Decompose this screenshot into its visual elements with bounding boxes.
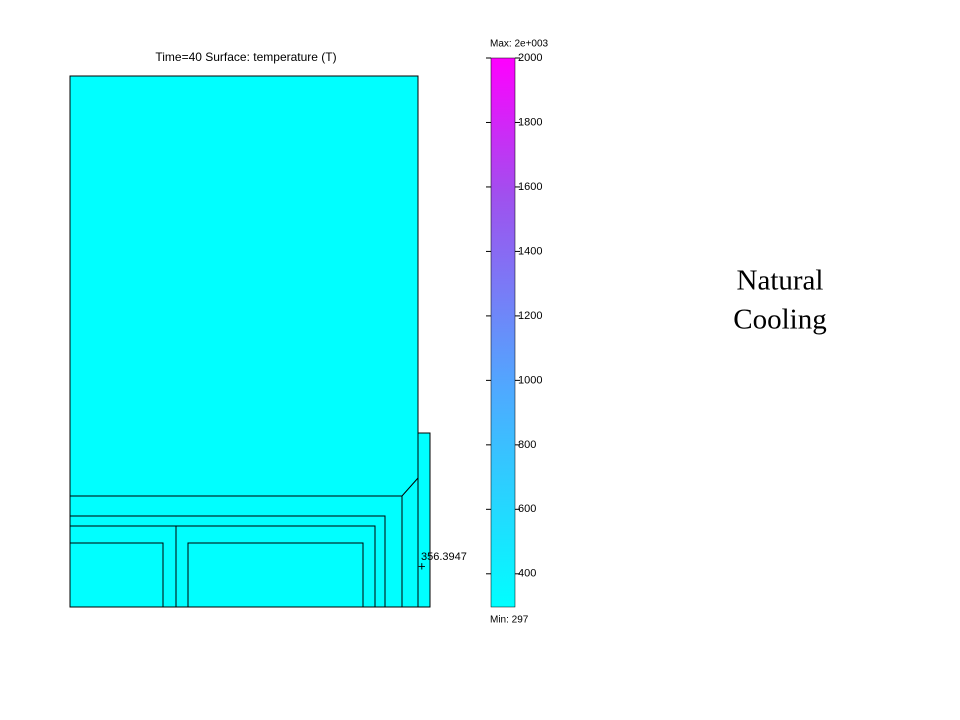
tick-label: 2000 xyxy=(518,52,542,64)
boundary xyxy=(70,525,376,607)
boundary xyxy=(70,542,164,607)
tick-label: 1600 xyxy=(518,181,542,193)
tick-label: 800 xyxy=(518,439,536,451)
colorbar-max: Max: 2e+003 xyxy=(490,39,549,50)
tick-label: 1200 xyxy=(518,310,542,322)
colorbar-min: Min: 297 xyxy=(490,615,529,626)
colorbar xyxy=(490,57,516,608)
side-domain xyxy=(417,432,431,608)
tick-label: 400 xyxy=(518,568,536,580)
tick-label: 1400 xyxy=(518,245,542,257)
probe-marker: + xyxy=(418,558,426,573)
tick-label: 1000 xyxy=(518,374,542,386)
boundary xyxy=(70,515,386,607)
tick-label: 1800 xyxy=(518,116,542,128)
probe-label: 356.3947 xyxy=(421,551,467,563)
geometry: + xyxy=(69,75,431,608)
side-text: Cooling xyxy=(733,304,826,336)
tick-label: 600 xyxy=(518,503,536,515)
side-text: Natural xyxy=(737,265,824,297)
boundary xyxy=(187,542,364,607)
domain xyxy=(69,75,419,608)
plot-title: Time=40 Surface: temperature (T) xyxy=(155,50,336,64)
